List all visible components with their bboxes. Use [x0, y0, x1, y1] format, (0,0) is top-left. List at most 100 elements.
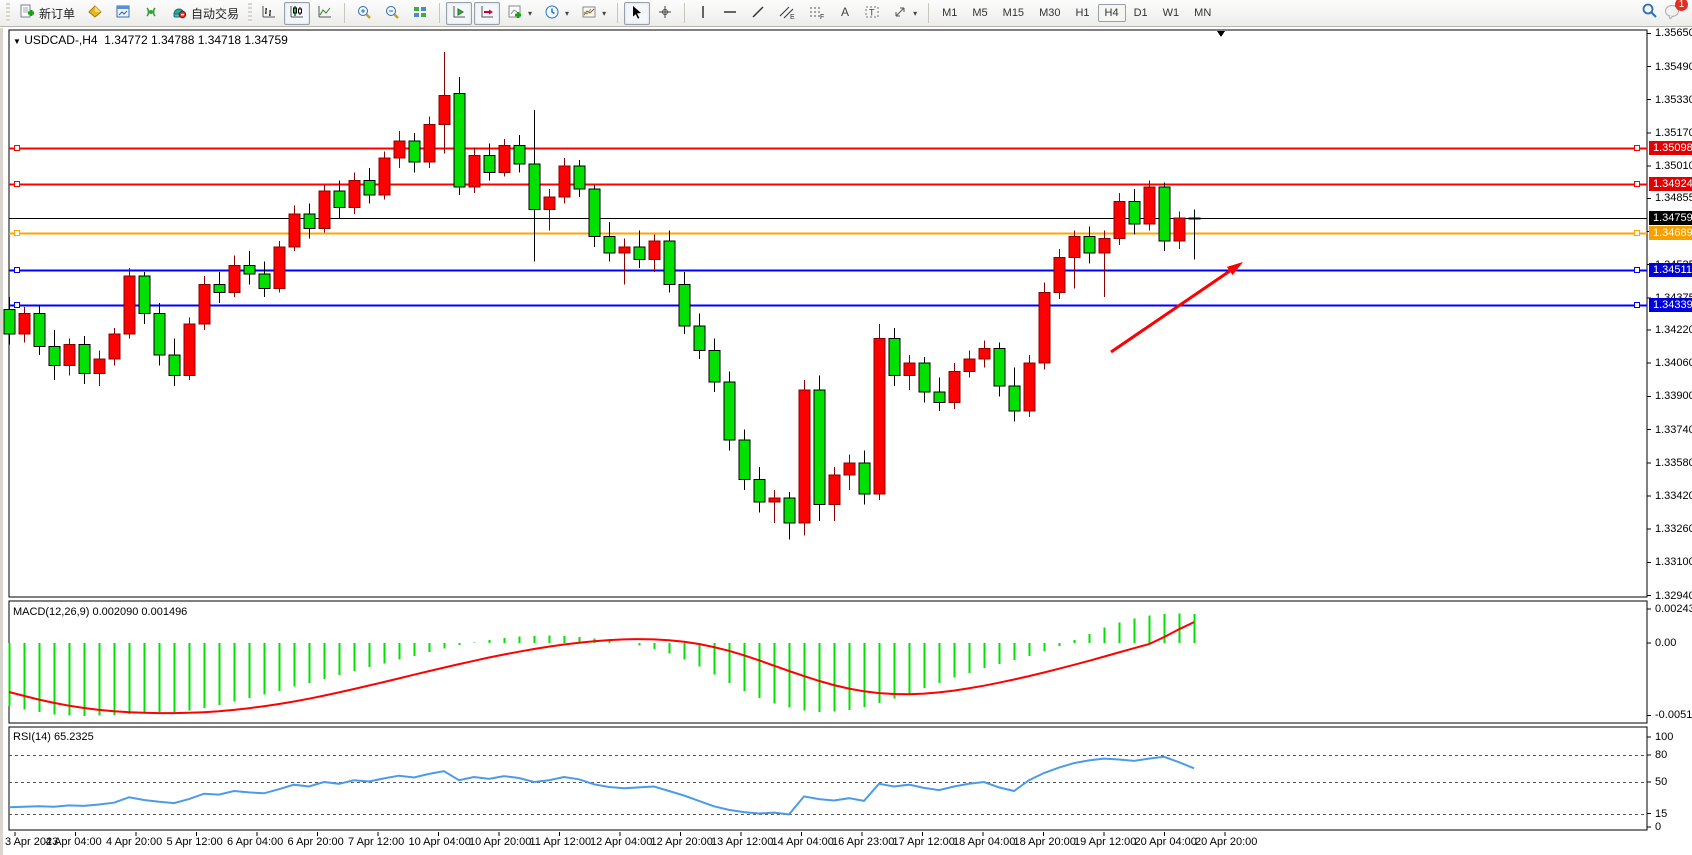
- toolbar-right-group: 1: [1641, 0, 1688, 24]
- templates-button[interactable]: ▾: [576, 2, 611, 25]
- chart-canvas[interactable]: [3, 28, 1692, 855]
- line-handle[interactable]: [14, 302, 20, 308]
- search-icon[interactable]: [1641, 2, 1658, 24]
- candle-bullish: [873, 337, 886, 495]
- time-axis-label: 5 Apr 12:00: [166, 836, 223, 848]
- candle-bullish: [558, 165, 571, 198]
- candle-bearish: [603, 236, 616, 254]
- price-tick-label: 1.33580: [1655, 456, 1692, 469]
- horizontal-line-icon: [722, 4, 738, 23]
- candle-bullish: [123, 275, 136, 335]
- line-handle[interactable]: [1634, 181, 1640, 187]
- tile-windows-button[interactable]: [407, 2, 433, 25]
- line-handle[interactable]: [14, 181, 20, 187]
- zoom-out-button[interactable]: [379, 2, 405, 25]
- toolbar-grip[interactable]: [6, 3, 10, 23]
- macd-axis-label: 0.002436: [1655, 602, 1692, 615]
- bar-chart-button[interactable]: [256, 2, 282, 25]
- timeframe-group: M1 M5 M15 M30 H1 H4 D1 W1 MN: [935, 4, 1218, 22]
- candle-bullish: [318, 190, 331, 229]
- rsi-axis-label: 100: [1655, 731, 1674, 743]
- line-handle[interactable]: [14, 145, 20, 151]
- timeframe-M15[interactable]: M15: [1002, 7, 1025, 19]
- rsi-indicator-value: 65.2325: [53, 731, 94, 743]
- window-menu-icon[interactable]: ▼: [13, 37, 21, 46]
- price-tag-1.34689: 1.34689: [1649, 225, 1692, 240]
- vertical-line-tool-button[interactable]: [691, 2, 715, 25]
- auto-scroll-button[interactable]: [446, 1, 473, 25]
- notifications-button[interactable]: 1: [1664, 0, 1688, 24]
- new-order-label: 新订单: [39, 6, 76, 21]
- autotrading-button[interactable]: 自动交易: [166, 2, 244, 25]
- chart-title-bar[interactable]: ▼ USDCAD-,H4 1.34772 1.34788 1.34718 1.3…: [13, 33, 288, 47]
- trendline-tool-button[interactable]: [745, 2, 771, 25]
- candle-bullish: [198, 283, 211, 325]
- price-tick-label: 1.32940: [1655, 589, 1692, 602]
- toolbar-grip-2[interactable]: [248, 3, 253, 23]
- candle-bullish: [288, 213, 301, 248]
- timeframe-MN[interactable]: MN: [1194, 7, 1212, 19]
- macd-axis-label: 0.00: [1655, 637, 1677, 649]
- text-tool-button[interactable]: A: [833, 2, 857, 25]
- timeframe-W1[interactable]: W1: [1162, 7, 1180, 19]
- time-axis-label: 7 Apr 12:00: [348, 836, 405, 848]
- candle-bearish: [303, 213, 316, 229]
- line-handle[interactable]: [1634, 230, 1640, 236]
- trend-arrow-line[interactable]: [1110, 269, 1231, 354]
- new-order-button[interactable]: 新订单: [14, 2, 80, 25]
- trend-arrow-head-icon[interactable]: [1226, 262, 1243, 276]
- candle-bullish: [1023, 362, 1036, 412]
- navigator-button[interactable]: [138, 2, 164, 25]
- zoom-in-button[interactable]: [351, 2, 377, 25]
- candle-bearish: [1083, 236, 1096, 254]
- cursor-button[interactable]: [624, 1, 651, 25]
- candle-bearish: [993, 348, 1006, 387]
- svg-text:E: E: [790, 14, 795, 20]
- horizontal-line-tool-button[interactable]: [717, 2, 743, 25]
- candle-bearish: [168, 354, 181, 377]
- candle-bearish: [483, 155, 496, 173]
- line-chart-button[interactable]: [312, 2, 338, 25]
- line-handle[interactable]: [1634, 267, 1640, 273]
- candlestick-chart-button[interactable]: [284, 1, 311, 25]
- timeframe-H4[interactable]: H4: [1097, 4, 1126, 22]
- crosshair-button[interactable]: [652, 2, 678, 25]
- timeframe-M30[interactable]: M30: [1039, 7, 1061, 19]
- text-label-tool-button[interactable]: T: [859, 2, 885, 25]
- indicators-button[interactable]: ▾: [502, 2, 537, 25]
- candle-bullish: [1068, 236, 1081, 258]
- candle-bearish: [138, 275, 151, 314]
- autotrading-icon: [171, 4, 187, 23]
- periods-button[interactable]: ▾: [539, 2, 574, 25]
- time-axis-label: 10 Apr 20:00: [469, 836, 532, 848]
- candle-bullish: [1173, 217, 1186, 242]
- time-axis-label: 18 Apr 20:00: [1013, 836, 1076, 848]
- fibonacci-tool-button[interactable]: F: [803, 2, 831, 25]
- line-handle[interactable]: [14, 230, 20, 236]
- candle-bullish: [18, 312, 31, 335]
- data-window-button[interactable]: [110, 2, 136, 25]
- templates-icon: [581, 4, 597, 23]
- new-order-icon: [19, 4, 35, 23]
- rsi-panel[interactable]: [8, 726, 1648, 831]
- svg-text:A: A: [841, 5, 849, 19]
- shapes-tool-button[interactable]: ▾: [887, 2, 922, 25]
- line-handle[interactable]: [1634, 145, 1640, 151]
- main-panel[interactable]: [8, 29, 1648, 598]
- line-handle[interactable]: [1634, 302, 1640, 308]
- bar-chart-icon: [261, 4, 277, 23]
- line-handle[interactable]: [14, 267, 20, 273]
- chart-shift-button[interactable]: [474, 1, 501, 25]
- rsi-axis-label: 50: [1655, 776, 1668, 788]
- candle-bearish: [78, 344, 91, 375]
- macd-panel[interactable]: [8, 600, 1648, 724]
- timeframe-M1[interactable]: M1: [942, 7, 958, 19]
- chart-shift-marker-icon[interactable]: [1217, 31, 1225, 37]
- market-watch-button[interactable]: [82, 2, 108, 25]
- timeframe-D1[interactable]: D1: [1133, 7, 1148, 19]
- channel-tool-button[interactable]: E: [773, 2, 801, 25]
- timeframe-M5[interactable]: M5: [972, 7, 988, 19]
- candle-bearish: [708, 350, 721, 383]
- rsi-label: RSI(14) 65.2325: [13, 731, 94, 743]
- timeframe-H1[interactable]: H1: [1075, 7, 1090, 19]
